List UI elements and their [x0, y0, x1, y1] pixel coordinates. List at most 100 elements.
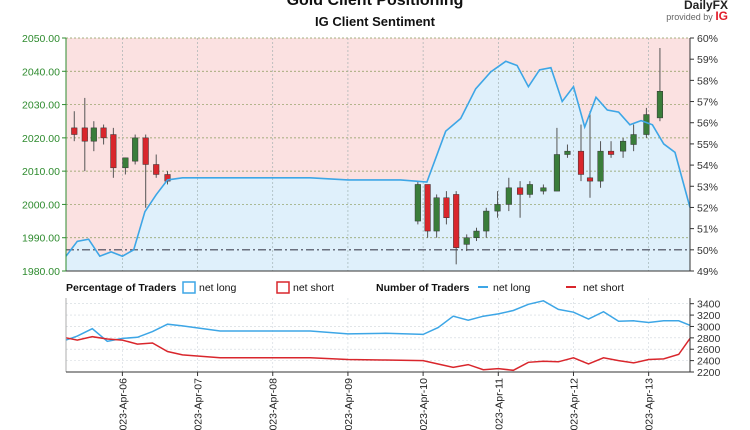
candle-body [142, 137, 149, 165]
traders-tick-label: 3200 [697, 310, 721, 322]
pct-tick-label: 51% [697, 224, 718, 236]
candle [110, 127, 117, 178]
candle-body [71, 127, 78, 135]
candle [656, 47, 663, 122]
traders-lines [65, 300, 691, 372]
price-tick-label: 2010.00 [22, 166, 60, 178]
legend-net-long-label: net long [199, 282, 237, 294]
candle-body [656, 91, 663, 119]
candle-body [453, 194, 460, 248]
candle [463, 234, 470, 252]
legend-number-long-label: net long [493, 282, 531, 294]
candle-body [577, 150, 585, 175]
legend-number-title: Number of Traders [376, 282, 470, 294]
candle-body [90, 127, 97, 142]
pct-tick-label: 59% [697, 54, 718, 66]
pct-tick-label: 52% [697, 202, 718, 214]
date-tick-label: 2023-Apr-13 [644, 378, 656, 430]
legend-percentage-title: Percentage of Traders [66, 282, 176, 294]
candle-body [483, 210, 490, 232]
traders-tick-label: 2800 [697, 333, 721, 345]
date-tick-label: 2023-Apr-09 [343, 378, 355, 430]
candle-body [553, 154, 560, 192]
date-tick-label: 2023-Apr-08 [268, 378, 280, 430]
candle [433, 194, 440, 238]
net-long-percentage-line [65, 60, 691, 258]
traders-tick-label: 2600 [697, 344, 721, 356]
candle-body [643, 114, 650, 135]
price-axis: 1980.00 1990.00 2000.00 2010.00 2020.00 2030.… [22, 33, 66, 278]
candle-body [608, 150, 615, 155]
ig-logo: IG [715, 9, 728, 23]
candle [424, 184, 431, 238]
candle [630, 124, 637, 152]
pct-tick-label: 57% [697, 97, 718, 109]
date-tick-label: 2023-Apr-12 [568, 378, 580, 430]
candle-body [586, 177, 594, 182]
price-tick-label: 2040.00 [22, 66, 60, 78]
pct-tick-label: 58% [697, 75, 718, 87]
price-gridlines [66, 37, 690, 272]
price-tick-label: 2030.00 [22, 100, 60, 112]
candle-body [505, 187, 512, 205]
candle [597, 141, 604, 188]
pct-tick-label: 55% [697, 139, 718, 151]
candle [122, 157, 129, 175]
net-long-area [66, 61, 690, 271]
price-tick-label: 2000.00 [22, 199, 60, 211]
candle-body [153, 164, 160, 175]
brand-provided-text: provided by [666, 12, 713, 22]
candle-body [81, 127, 88, 142]
legend-net-long-swatch [182, 281, 196, 294]
brand-name: DailyFX [683, 0, 728, 12]
candle-body [100, 127, 107, 139]
candle-body [443, 197, 450, 218]
traders-tick-label: 2200 [697, 367, 721, 379]
pct-tick-label: 50% [697, 245, 718, 257]
date-axis: 2023-Apr-06 2023-Apr-07 2023-Apr-08 2023-Ap… [66, 371, 690, 430]
percentage-axis: 49% 50% 51% 52% 53% 54% 55% 56% 57% 58% 59% 60% [690, 33, 718, 278]
candle-body [433, 197, 440, 232]
traders-tick-label: 3000 [697, 321, 721, 333]
candle-body [526, 184, 533, 195]
candle [90, 121, 97, 152]
candle [577, 124, 585, 182]
candle-body [494, 204, 501, 212]
candle [564, 144, 571, 158]
date-tick-label: 2023-Apr-07 [193, 378, 205, 430]
candle-body [630, 134, 637, 145]
candle-body [132, 137, 139, 162]
legend: Percentage of Traders net long net short… [66, 281, 624, 294]
legend-net-short-label: net short [293, 282, 334, 294]
brand-logo: DailyFX provided by IG [666, 0, 728, 23]
candle [586, 111, 594, 198]
traders-net-long-series [65, 300, 691, 343]
candle-body [597, 150, 604, 182]
candle [483, 207, 490, 238]
traders-net-short-series [65, 335, 691, 372]
candle [517, 181, 524, 218]
candle [540, 184, 547, 195]
pct-tick-label: 49% [697, 266, 718, 278]
candle-body [564, 150, 571, 155]
traders-tick-label: 2400 [697, 356, 721, 368]
candle [414, 181, 421, 225]
candle-body [620, 140, 627, 152]
price-tick-label: 1980.00 [22, 266, 60, 278]
sentiment-background [66, 38, 690, 271]
candle [153, 154, 160, 178]
candle [505, 177, 512, 212]
candle-body [540, 187, 547, 192]
chart-subtitle: IG Client Sentiment [315, 14, 435, 29]
candle [494, 191, 501, 218]
candle-body [122, 157, 129, 169]
candle [473, 227, 480, 242]
net-long-pct-series [65, 60, 691, 258]
candle-body [517, 187, 524, 195]
candle-body [463, 237, 470, 245]
candle-body [110, 134, 117, 169]
candle-body [424, 184, 431, 232]
candle [71, 111, 78, 142]
date-tick-label: 2023-Apr-10 [418, 378, 430, 430]
